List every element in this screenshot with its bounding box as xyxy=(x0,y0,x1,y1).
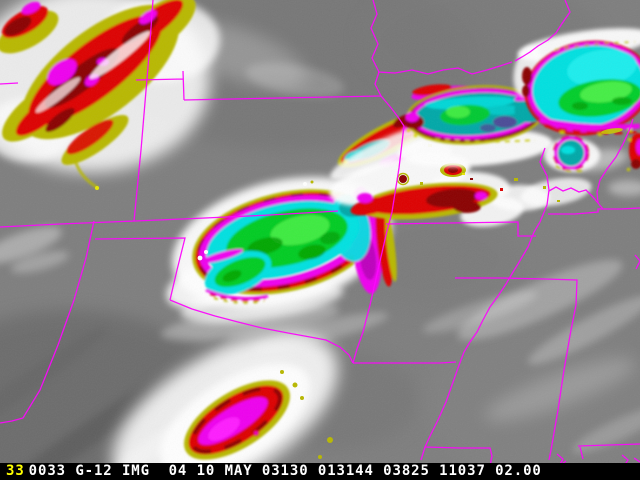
image-grain-texture xyxy=(0,0,640,463)
status-bar: 33 0033 G-12 IMG 04 10 MAY 03130 013144 … xyxy=(0,463,640,480)
satellite-image xyxy=(0,0,640,463)
frame-number: 33 xyxy=(6,463,25,479)
status-bar-text: 0033 G-12 IMG 04 10 MAY 03130 013144 038… xyxy=(28,463,542,479)
